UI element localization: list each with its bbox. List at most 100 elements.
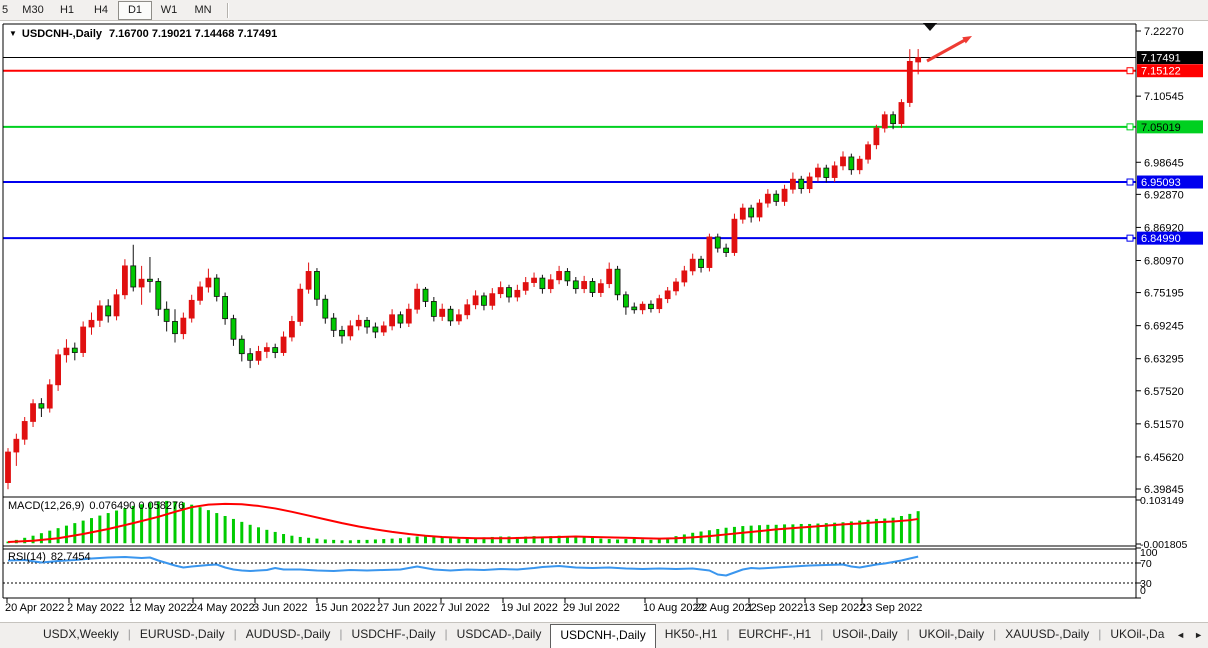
candle-body xyxy=(773,193,780,202)
timeframe-button-w1[interactable]: W1 xyxy=(160,3,178,16)
macd-hist-bar xyxy=(474,537,478,544)
macd-hist-bar xyxy=(56,528,60,544)
candles-layer xyxy=(5,49,922,490)
price-tick-label: 6.98645 xyxy=(1144,157,1184,169)
candle-body xyxy=(38,403,45,409)
candle-body xyxy=(522,282,529,291)
hline-handle[interactable] xyxy=(1126,234,1134,242)
candle-body xyxy=(673,281,679,292)
tab-scroll-right-icon[interactable]: ► xyxy=(1194,630,1203,640)
tab-usdx-weekly[interactable]: USDX,Weekly xyxy=(43,627,119,641)
macd-hist-bar xyxy=(599,538,603,544)
macd-hist-bar xyxy=(774,524,778,544)
price-axis[interactable]: 7.22270 7.10545 6.98645 6.92870 6.86920 6.809… xyxy=(1136,26,1203,496)
candle-body xyxy=(339,329,345,337)
macd-hist-bar xyxy=(824,523,828,544)
candle-body xyxy=(798,178,805,190)
tab-separator: | xyxy=(444,627,448,641)
tab-ukoil-daily[interactable]: UKOil-,Daily xyxy=(918,627,985,641)
candle-body xyxy=(305,271,312,290)
macd-hist-bar xyxy=(758,525,761,544)
candle-body xyxy=(230,318,237,340)
macd-hist-bar xyxy=(808,523,812,544)
date-tick-label: 3 Jun 2022 xyxy=(253,602,307,614)
macd-hist-bar xyxy=(190,504,194,544)
price-badge xyxy=(1137,64,1203,78)
macd-hist-bar xyxy=(440,537,444,544)
price-tick-label: 6.69245 xyxy=(1144,321,1184,333)
macd-hist-bar xyxy=(231,518,235,544)
macd-hist-bar xyxy=(307,537,311,544)
timeframe-button-m30[interactable]: M30 xyxy=(22,3,44,16)
price-tick-label: 6.75195 xyxy=(1144,288,1184,300)
tab-usoil-daily[interactable]: USOil-,Daily xyxy=(832,627,898,641)
tab-usdcnh-daily[interactable]: USDCNH-,Daily xyxy=(550,624,656,648)
candle-body xyxy=(464,304,471,316)
tab-audusd-daily[interactable]: AUDUSD-,Daily xyxy=(245,627,331,641)
timeframe-button-h4[interactable]: H4 xyxy=(93,3,109,16)
chart-symbol-label: USDCNH-,Daily xyxy=(21,28,102,40)
chart-dropdown-icon[interactable]: ▼ xyxy=(9,29,17,38)
down-triangle-marker[interactable] xyxy=(923,23,937,31)
candle-body xyxy=(439,308,446,317)
macd-hist-bar xyxy=(557,535,561,544)
candle-body xyxy=(71,347,78,353)
timeframe-button-mn[interactable]: MN xyxy=(194,3,212,16)
hline-handle[interactable] xyxy=(1126,178,1134,186)
macd-hist-bar xyxy=(340,540,344,544)
macd-hist-bar xyxy=(783,524,787,544)
timeframe-button-5[interactable]: 5 xyxy=(2,3,9,16)
candle-body xyxy=(172,321,178,335)
candle-body xyxy=(105,305,112,317)
hline-handle[interactable] xyxy=(1126,123,1134,131)
date-tick-label: 23 Sep 2022 xyxy=(860,602,922,614)
tab-usdcad-daily[interactable]: USDCAD-,Daily xyxy=(456,627,542,641)
tab-hk50-h1[interactable]: HK50-,H1 xyxy=(664,627,718,641)
macd-hist-bar xyxy=(574,536,578,544)
candle-body xyxy=(664,290,671,300)
timeframe-button-h1[interactable]: H1 xyxy=(59,3,75,16)
macd-hist-bar xyxy=(616,539,620,544)
macd-hist-bar xyxy=(682,534,686,544)
trend-arrow[interactable] xyxy=(926,38,966,63)
macd-hist-bar xyxy=(398,538,402,544)
macd-signal-line xyxy=(7,502,919,543)
macd-hist-bar xyxy=(282,534,286,544)
tab-ukoil-da[interactable]: UKOil-,Da xyxy=(1110,627,1165,641)
macd-hist-bar xyxy=(858,520,862,544)
tab-usdchf-daily[interactable]: USDCHF-,Daily xyxy=(351,627,436,641)
macd-hist-bar xyxy=(632,538,636,544)
macd-axis-label: -0.001805 xyxy=(1140,539,1187,551)
macd-hist-bar xyxy=(206,510,210,544)
macd-panel[interactable]: 0.103149 -0.001805 xyxy=(6,495,1188,551)
tab-scroll-left-icon[interactable]: ◄ xyxy=(1176,630,1186,640)
macd-hist-bar xyxy=(666,537,670,544)
tab-eurusd-daily[interactable]: EURUSD-,Daily xyxy=(139,627,225,641)
tab-separator: | xyxy=(906,627,910,641)
candle-body xyxy=(614,268,621,296)
candle-body xyxy=(756,202,763,218)
macd-hist-bar xyxy=(499,536,503,544)
price-tick-label: 6.57520 xyxy=(1144,386,1184,398)
candle-body xyxy=(497,287,504,295)
rsi-axis-label: 0 xyxy=(1140,585,1146,597)
price-tick-label: 6.51570 xyxy=(1144,419,1184,431)
candle-body xyxy=(130,265,137,288)
price-tick-label: 7.22270 xyxy=(1144,26,1184,38)
macd-hist-bar xyxy=(490,536,494,544)
tab-eurchf-h1[interactable]: EURCHF-,H1 xyxy=(738,627,812,641)
candle-body xyxy=(906,60,913,103)
trend-arrow-head xyxy=(962,36,972,44)
macd-hist-bar xyxy=(833,522,837,544)
candle-body xyxy=(881,114,888,129)
timeframe-button-d1[interactable]: D1 xyxy=(118,0,152,20)
macd-hist-bar xyxy=(248,524,252,544)
hline-handle[interactable] xyxy=(1126,67,1134,75)
candle-body xyxy=(514,289,521,298)
macd-hist-bar xyxy=(465,538,469,544)
tab-xauusd-daily[interactable]: XAUUSD-,Daily xyxy=(1005,627,1090,641)
candle-body xyxy=(322,298,329,319)
